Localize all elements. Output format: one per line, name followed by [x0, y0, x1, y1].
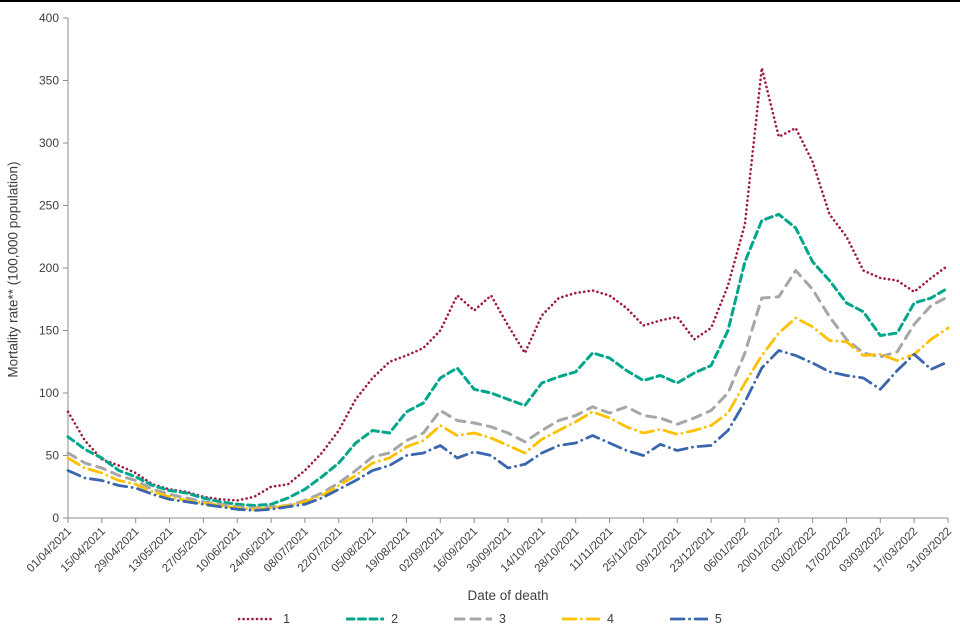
- y-tick-label: 100: [39, 386, 59, 400]
- series-line-5: [66, 349, 950, 512]
- legend-item-5: 5: [669, 611, 722, 626]
- y-tick-label: 300: [39, 136, 59, 150]
- legend-swatch-5: [669, 617, 708, 621]
- legend-label-4: 4: [606, 611, 614, 626]
- chart-legend: 1 2 3 4 5: [0, 608, 960, 630]
- legend-label-3: 3: [499, 611, 506, 626]
- legend-item-1: 1: [238, 613, 290, 626]
- legend-swatch-2: [346, 617, 385, 621]
- series-line-4: [66, 316, 950, 511]
- series-line-2: [66, 212, 950, 507]
- y-tick-label: 200: [39, 261, 59, 275]
- legend-swatch-1: [238, 617, 277, 621]
- y-tick-label: 150: [39, 324, 59, 338]
- series-line-3: [66, 269, 950, 510]
- chart-plot-area: 05010015020025030035040001/04/202115/04/…: [25, 11, 954, 575]
- legend-item-2: 2: [346, 613, 398, 626]
- legend-label-5: 5: [714, 611, 722, 626]
- legend-label-2: 2: [391, 611, 399, 626]
- legend-swatch-3: [454, 617, 493, 621]
- series-line-1: [66, 66, 950, 502]
- legend-label-1: 1: [283, 611, 291, 626]
- y-tick-label: 0: [52, 511, 59, 525]
- legend-swatch-4: [561, 617, 600, 621]
- legend-item-3: 3: [454, 613, 506, 626]
- y-axis-title: Mortality rate** (100,000 population): [5, 161, 21, 378]
- y-tick-label: 50: [46, 449, 60, 463]
- legend-item-4: 4: [561, 611, 614, 626]
- y-tick-label: 350: [39, 74, 59, 88]
- x-axis-title: Date of death: [467, 588, 549, 603]
- y-tick-label: 400: [39, 11, 59, 25]
- y-tick-label: 250: [39, 199, 59, 213]
- window-top-border: [0, 0, 960, 2]
